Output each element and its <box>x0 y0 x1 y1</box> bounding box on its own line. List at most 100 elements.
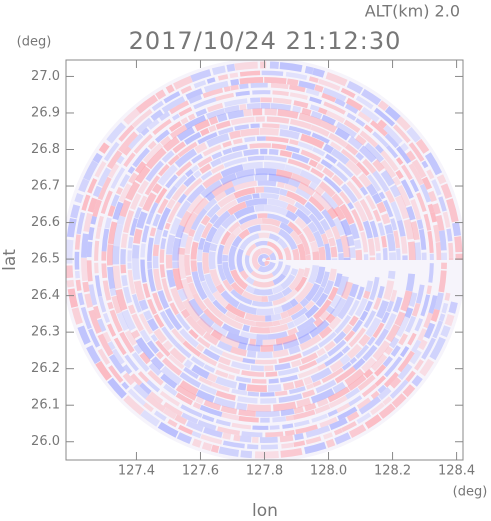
radar-cell <box>112 223 124 247</box>
radar-cell <box>351 175 364 189</box>
radar-cell <box>123 395 145 416</box>
radar-cell <box>301 107 312 116</box>
radar-cell <box>130 193 142 211</box>
radar-cell <box>188 328 199 340</box>
radar-cell <box>389 379 409 399</box>
radar-cell <box>135 337 155 360</box>
radar-cell <box>279 150 293 158</box>
radar-cell <box>296 397 312 408</box>
radar-cell <box>230 78 240 86</box>
radar-cell <box>314 84 324 93</box>
radar-cell <box>230 346 247 357</box>
radar-cell <box>414 318 424 332</box>
radar-cell <box>185 169 194 178</box>
radar-cell <box>264 204 289 217</box>
radar-cell <box>191 364 210 379</box>
radar-cell <box>303 376 313 386</box>
radar-cell <box>137 371 150 383</box>
radar-cell <box>419 183 432 203</box>
radar-cell <box>234 315 256 327</box>
radar-cell <box>347 374 367 391</box>
radar-cell <box>237 382 247 391</box>
y-tick-label: 26.9 <box>31 105 60 120</box>
radar-cell <box>304 66 314 75</box>
radar-cell <box>225 331 249 345</box>
radar-cell <box>147 298 158 315</box>
radar-cell <box>127 304 136 315</box>
radar-cell <box>167 154 180 166</box>
radar-cell <box>133 133 153 154</box>
radar-cell <box>357 374 376 391</box>
radar-cell <box>312 191 333 211</box>
radar-cell <box>222 147 233 156</box>
radar-cell <box>231 144 248 153</box>
radar-cell <box>364 414 382 429</box>
radar-cell <box>122 372 135 386</box>
radar-cell <box>246 103 261 110</box>
radar-cell <box>325 305 336 315</box>
radar-cell <box>347 136 363 150</box>
radar-cell <box>406 127 421 143</box>
radar-cell <box>351 208 364 232</box>
radar-cell <box>118 131 139 154</box>
radar-cell <box>184 131 202 146</box>
radar-cell <box>275 333 298 346</box>
radar-cell <box>287 221 303 236</box>
radar-cell <box>330 246 338 258</box>
radar-cell <box>199 353 218 367</box>
radar-cell <box>210 444 220 454</box>
y-tick-label: 27.0 <box>31 69 60 84</box>
radar-cell <box>179 328 200 348</box>
radar-cell <box>386 300 395 313</box>
radar-cell <box>279 374 299 383</box>
radar-cell <box>310 167 325 179</box>
radar-cell <box>271 143 287 150</box>
radar-cell <box>346 180 363 200</box>
radar-cell <box>202 172 223 189</box>
radar-cell <box>327 409 338 417</box>
radar-cell <box>147 118 160 130</box>
radar-cell <box>206 77 216 84</box>
radar-cell <box>326 206 339 220</box>
radar-cell <box>103 141 120 162</box>
radar-cell <box>260 444 279 450</box>
radar-cell <box>184 235 193 255</box>
radar-cell <box>206 133 230 148</box>
radar-cell <box>145 147 167 170</box>
radar-cell <box>124 330 138 346</box>
radar-cell <box>348 247 356 259</box>
radar-cell <box>192 292 207 312</box>
radar-cell <box>297 243 306 261</box>
radar-cell <box>324 351 344 367</box>
radar-cell <box>330 165 349 183</box>
radar-cell <box>149 391 164 404</box>
radar-cell <box>107 301 114 310</box>
radar-cell <box>194 142 208 154</box>
radar-cell <box>224 105 240 114</box>
radar-cell <box>355 118 366 127</box>
radar-cell <box>180 404 203 418</box>
radar-cell <box>102 280 112 301</box>
radar-cell <box>427 203 435 213</box>
radar-cell <box>392 296 403 313</box>
radar-cell <box>97 176 112 201</box>
radar-cell <box>178 106 193 117</box>
radar-cell <box>382 356 394 368</box>
radar-cell <box>344 103 359 114</box>
radar-cell <box>246 350 257 358</box>
radar-cell <box>240 450 253 459</box>
radar-cell <box>302 225 316 243</box>
radar-cell <box>135 165 151 184</box>
radar-cell <box>334 366 357 384</box>
radar-cell <box>323 340 336 352</box>
radar-cell <box>343 119 361 133</box>
radar-cell <box>217 244 225 265</box>
radar-cell <box>411 374 423 387</box>
radar-cell <box>215 419 231 427</box>
radar-cell <box>383 124 403 145</box>
radar-cell <box>287 327 298 336</box>
x-axis-label: lon <box>252 501 278 521</box>
radar-cell <box>144 175 161 196</box>
radar-cell <box>217 193 236 208</box>
radar-cell <box>217 264 227 282</box>
